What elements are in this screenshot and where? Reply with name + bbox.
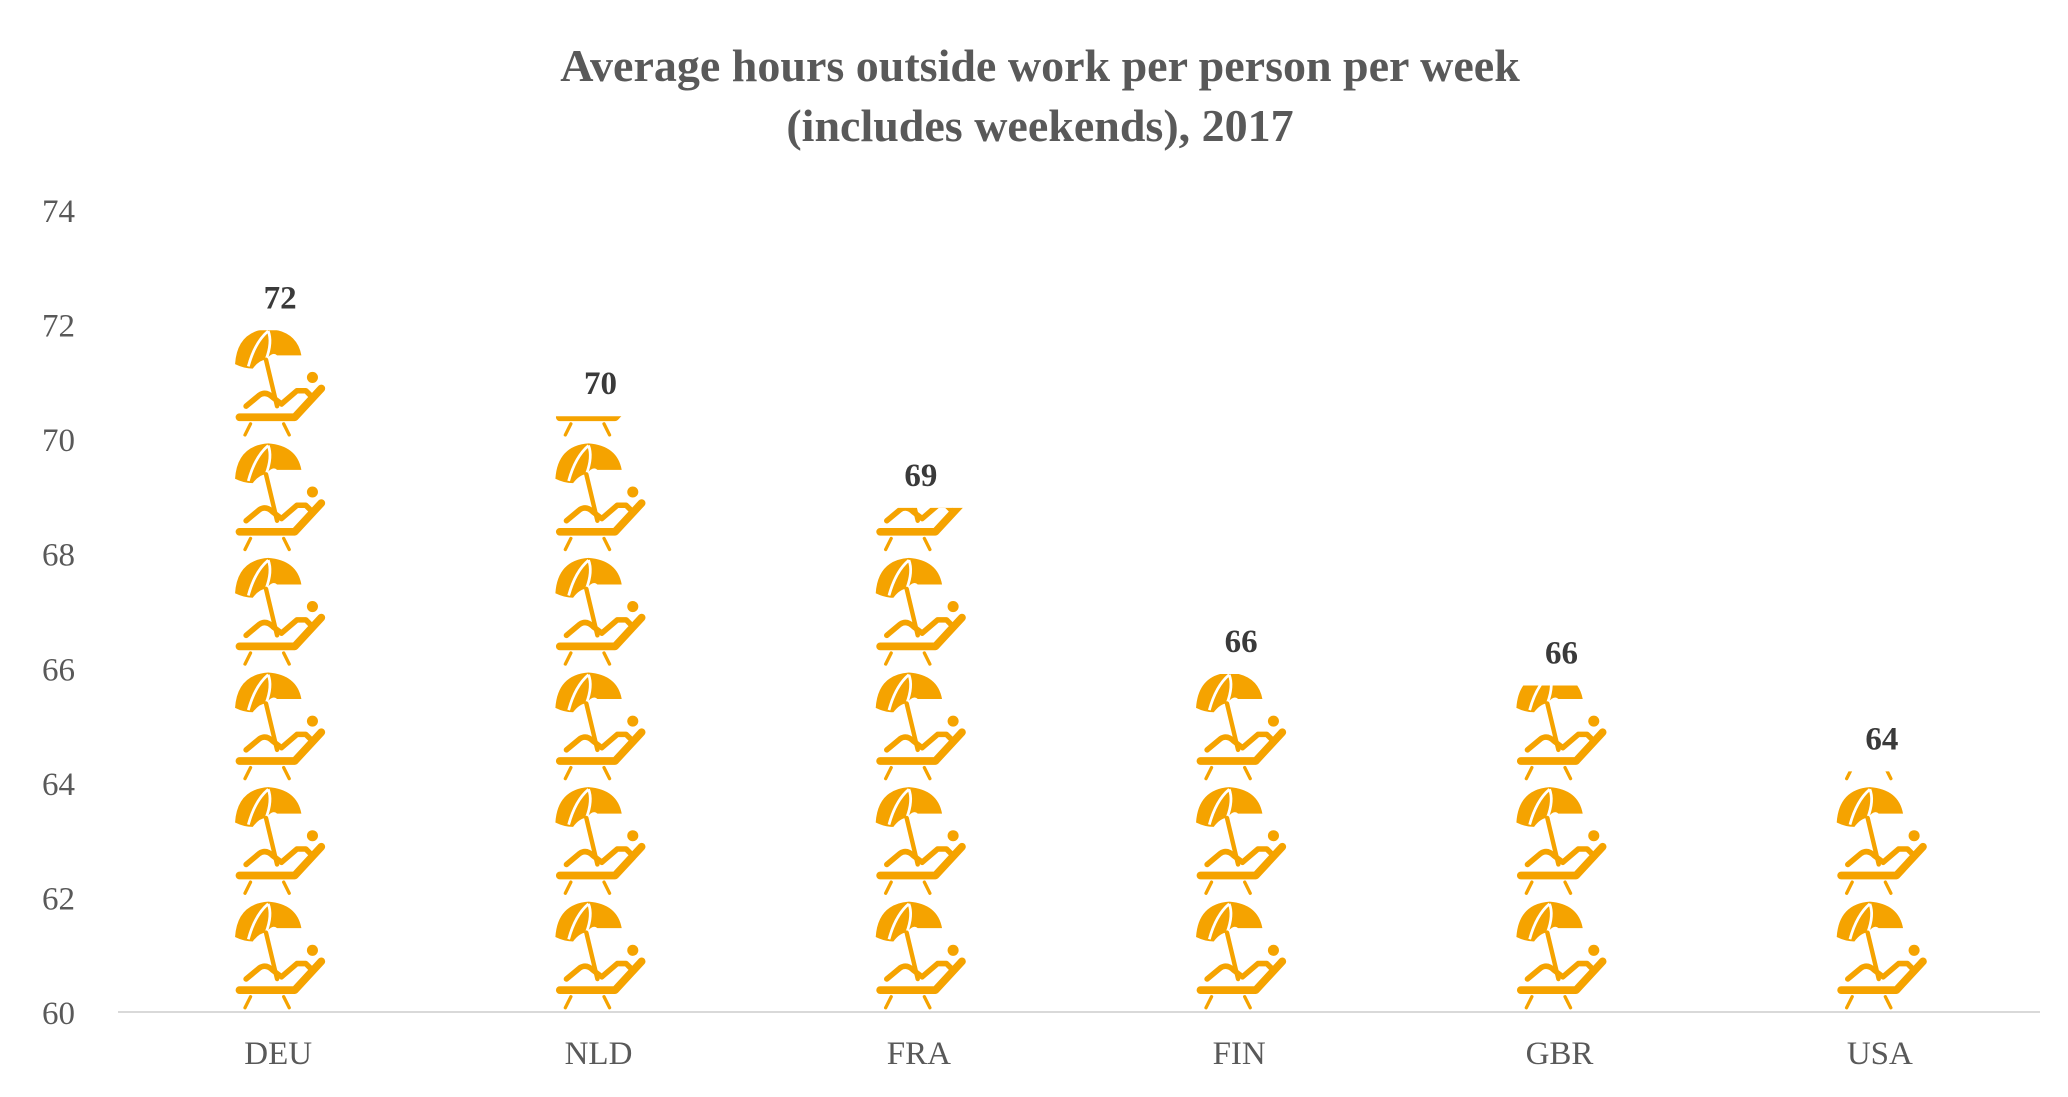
beach-umbrella-sunbed-icon	[876, 507, 963, 552]
y-tick-label: 66	[42, 652, 75, 688]
y-tick-label: 74	[42, 194, 75, 230]
chart-title-line-2: (includes weekends), 2017	[786, 100, 1293, 151]
beach-umbrella-sunbed-icon	[555, 787, 646, 895]
beach-umbrella-sunbed-icon	[1516, 685, 1607, 781]
beach-umbrella-sunbed-icon	[555, 416, 622, 437]
data-label-usa: 64	[1865, 721, 1898, 757]
beach-umbrella-sunbed-icon	[1196, 787, 1287, 895]
beach-umbrella-sunbed-icon	[235, 787, 326, 895]
y-tick-label: 60	[42, 996, 75, 1032]
x-tick-label-gbr: GBR	[1526, 1036, 1594, 1072]
x-tick-label-fin: FIN	[1213, 1036, 1266, 1072]
bar-fra	[875, 507, 966, 1010]
beach-umbrella-sunbed-icon	[1516, 787, 1607, 895]
beach-umbrella-sunbed-icon	[1836, 901, 1927, 1010]
chart-title: Average hours outside work per person pe…	[560, 40, 1520, 151]
beach-umbrella-sunbed-icon	[235, 672, 326, 781]
beach-umbrella-sunbed-icon	[235, 901, 326, 1010]
y-axis: 60 62 64 66 68 70 72 74	[42, 194, 75, 1032]
beach-umbrella-sunbed-icon	[555, 672, 646, 781]
y-tick-label: 70	[42, 423, 75, 459]
beach-umbrella-sunbed-icon	[1196, 674, 1287, 781]
data-label-nld: 70	[584, 366, 617, 402]
y-tick-label: 72	[42, 309, 75, 345]
bar-deu	[235, 330, 326, 1010]
data-label-fin: 66	[1225, 624, 1258, 660]
beach-umbrella-sunbed-icon	[1836, 787, 1927, 895]
beach-umbrella-sunbed-icon	[1845, 771, 1893, 781]
y-tick-label: 68	[42, 538, 75, 574]
bar-fin	[1196, 674, 1287, 1010]
bar-usa	[1836, 771, 1927, 1010]
x-tick-label-nld: NLD	[565, 1036, 633, 1072]
data-label-gbr: 66	[1545, 635, 1578, 671]
data-label-fra: 69	[904, 458, 937, 494]
beach-umbrella-sunbed-icon	[875, 557, 966, 666]
y-tick-label: 64	[42, 767, 75, 803]
beach-umbrella-sunbed-icon	[235, 557, 326, 666]
x-tick-label-deu: DEU	[244, 1036, 312, 1072]
beach-umbrella-sunbed-icon	[875, 787, 966, 895]
beach-umbrella-sunbed-icon	[555, 557, 646, 666]
data-label-deu: 72	[264, 280, 297, 316]
beach-umbrella-sunbed-icon	[235, 443, 326, 552]
beach-umbrella-sunbed-icon	[555, 443, 646, 552]
x-axis: DEU NLD FRA FIN GBR USA	[118, 1011, 2040, 1072]
chart-title-line-1: Average hours outside work per person pe…	[560, 40, 1520, 91]
x-tick-label-fra: FRA	[887, 1036, 951, 1072]
x-tick-label-usa: USA	[1847, 1036, 1913, 1072]
beach-umbrella-sunbed-icon	[875, 672, 966, 781]
plot-area: 72 70 69 66 66 64	[235, 280, 1927, 1010]
beach-umbrella-sunbed-icon	[875, 901, 966, 1010]
beach-umbrella-sunbed-icon	[1516, 901, 1607, 1010]
bar-nld	[555, 416, 646, 1010]
beach-umbrella-sunbed-icon	[1196, 901, 1287, 1010]
beach-umbrella-sunbed-icon	[235, 330, 326, 437]
y-tick-label: 62	[42, 881, 75, 917]
bar-gbr	[1516, 685, 1607, 1010]
beach-umbrella-sunbed-icon	[555, 901, 646, 1010]
